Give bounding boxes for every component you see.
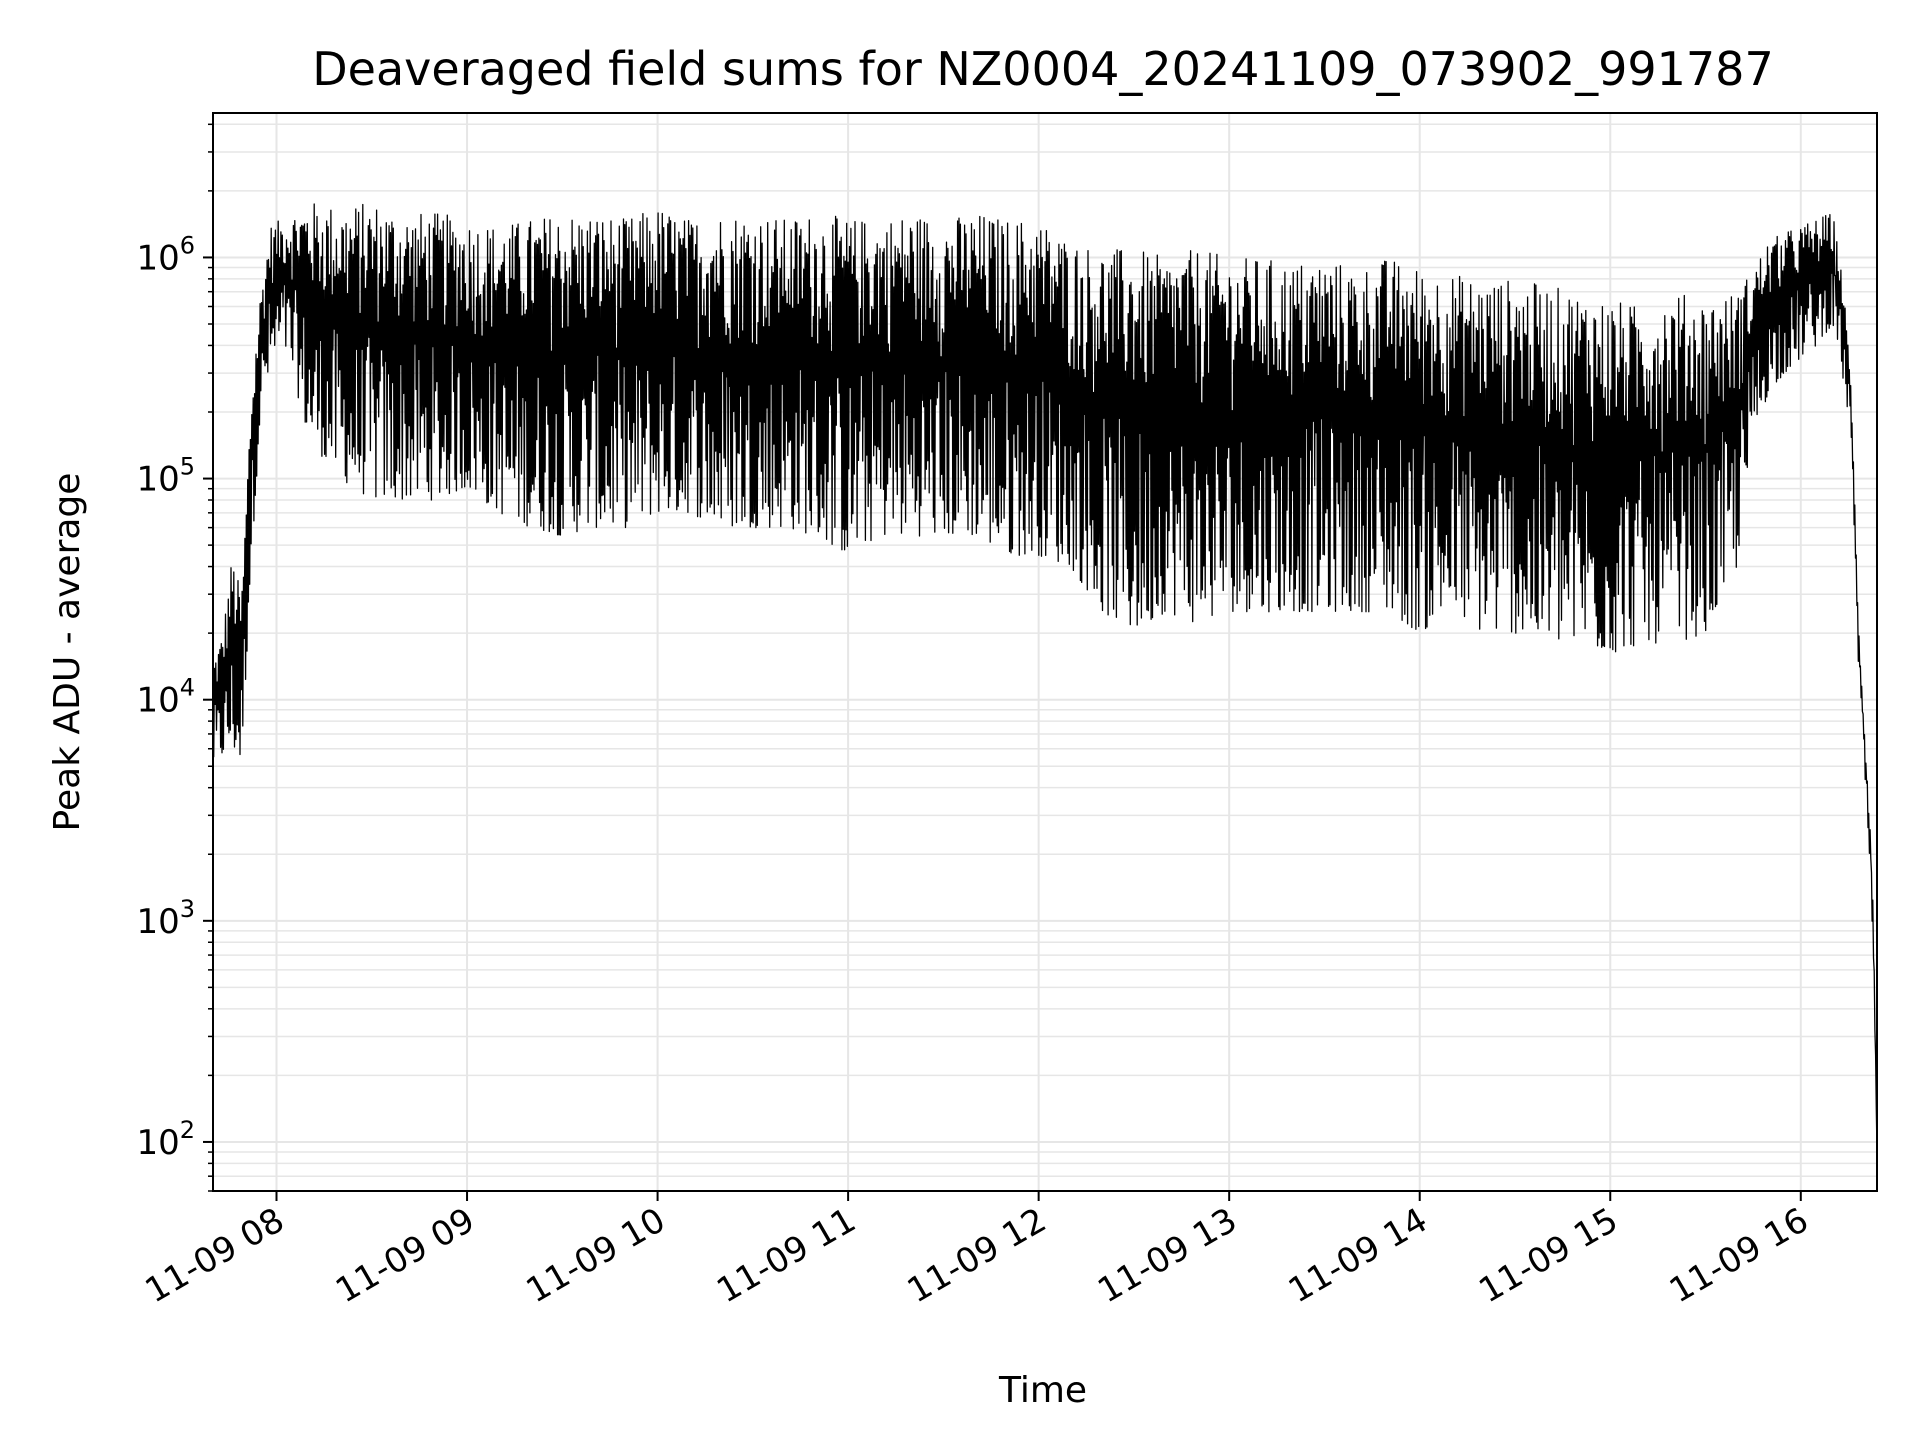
series-group [212, 203, 1878, 1153]
x-axis-title: Time [998, 1370, 1087, 1411]
y-tick-label: 103 [136, 895, 195, 942]
y-tick-label: 106 [136, 231, 195, 278]
plot-area-frame [212, 112, 1878, 1192]
y-tick-label: 104 [136, 674, 195, 721]
y-tick-label: 102 [136, 1116, 195, 1163]
series-line [212, 203, 1878, 1153]
y-axis: 102 103 104 105 106 [136, 123, 213, 1192]
y-axis-title: Peak ADU - average [47, 473, 88, 832]
y-tick-label: 105 [136, 453, 195, 500]
chart-title: Deaveraged field sums for NZ0004_2024110… [312, 42, 1773, 96]
